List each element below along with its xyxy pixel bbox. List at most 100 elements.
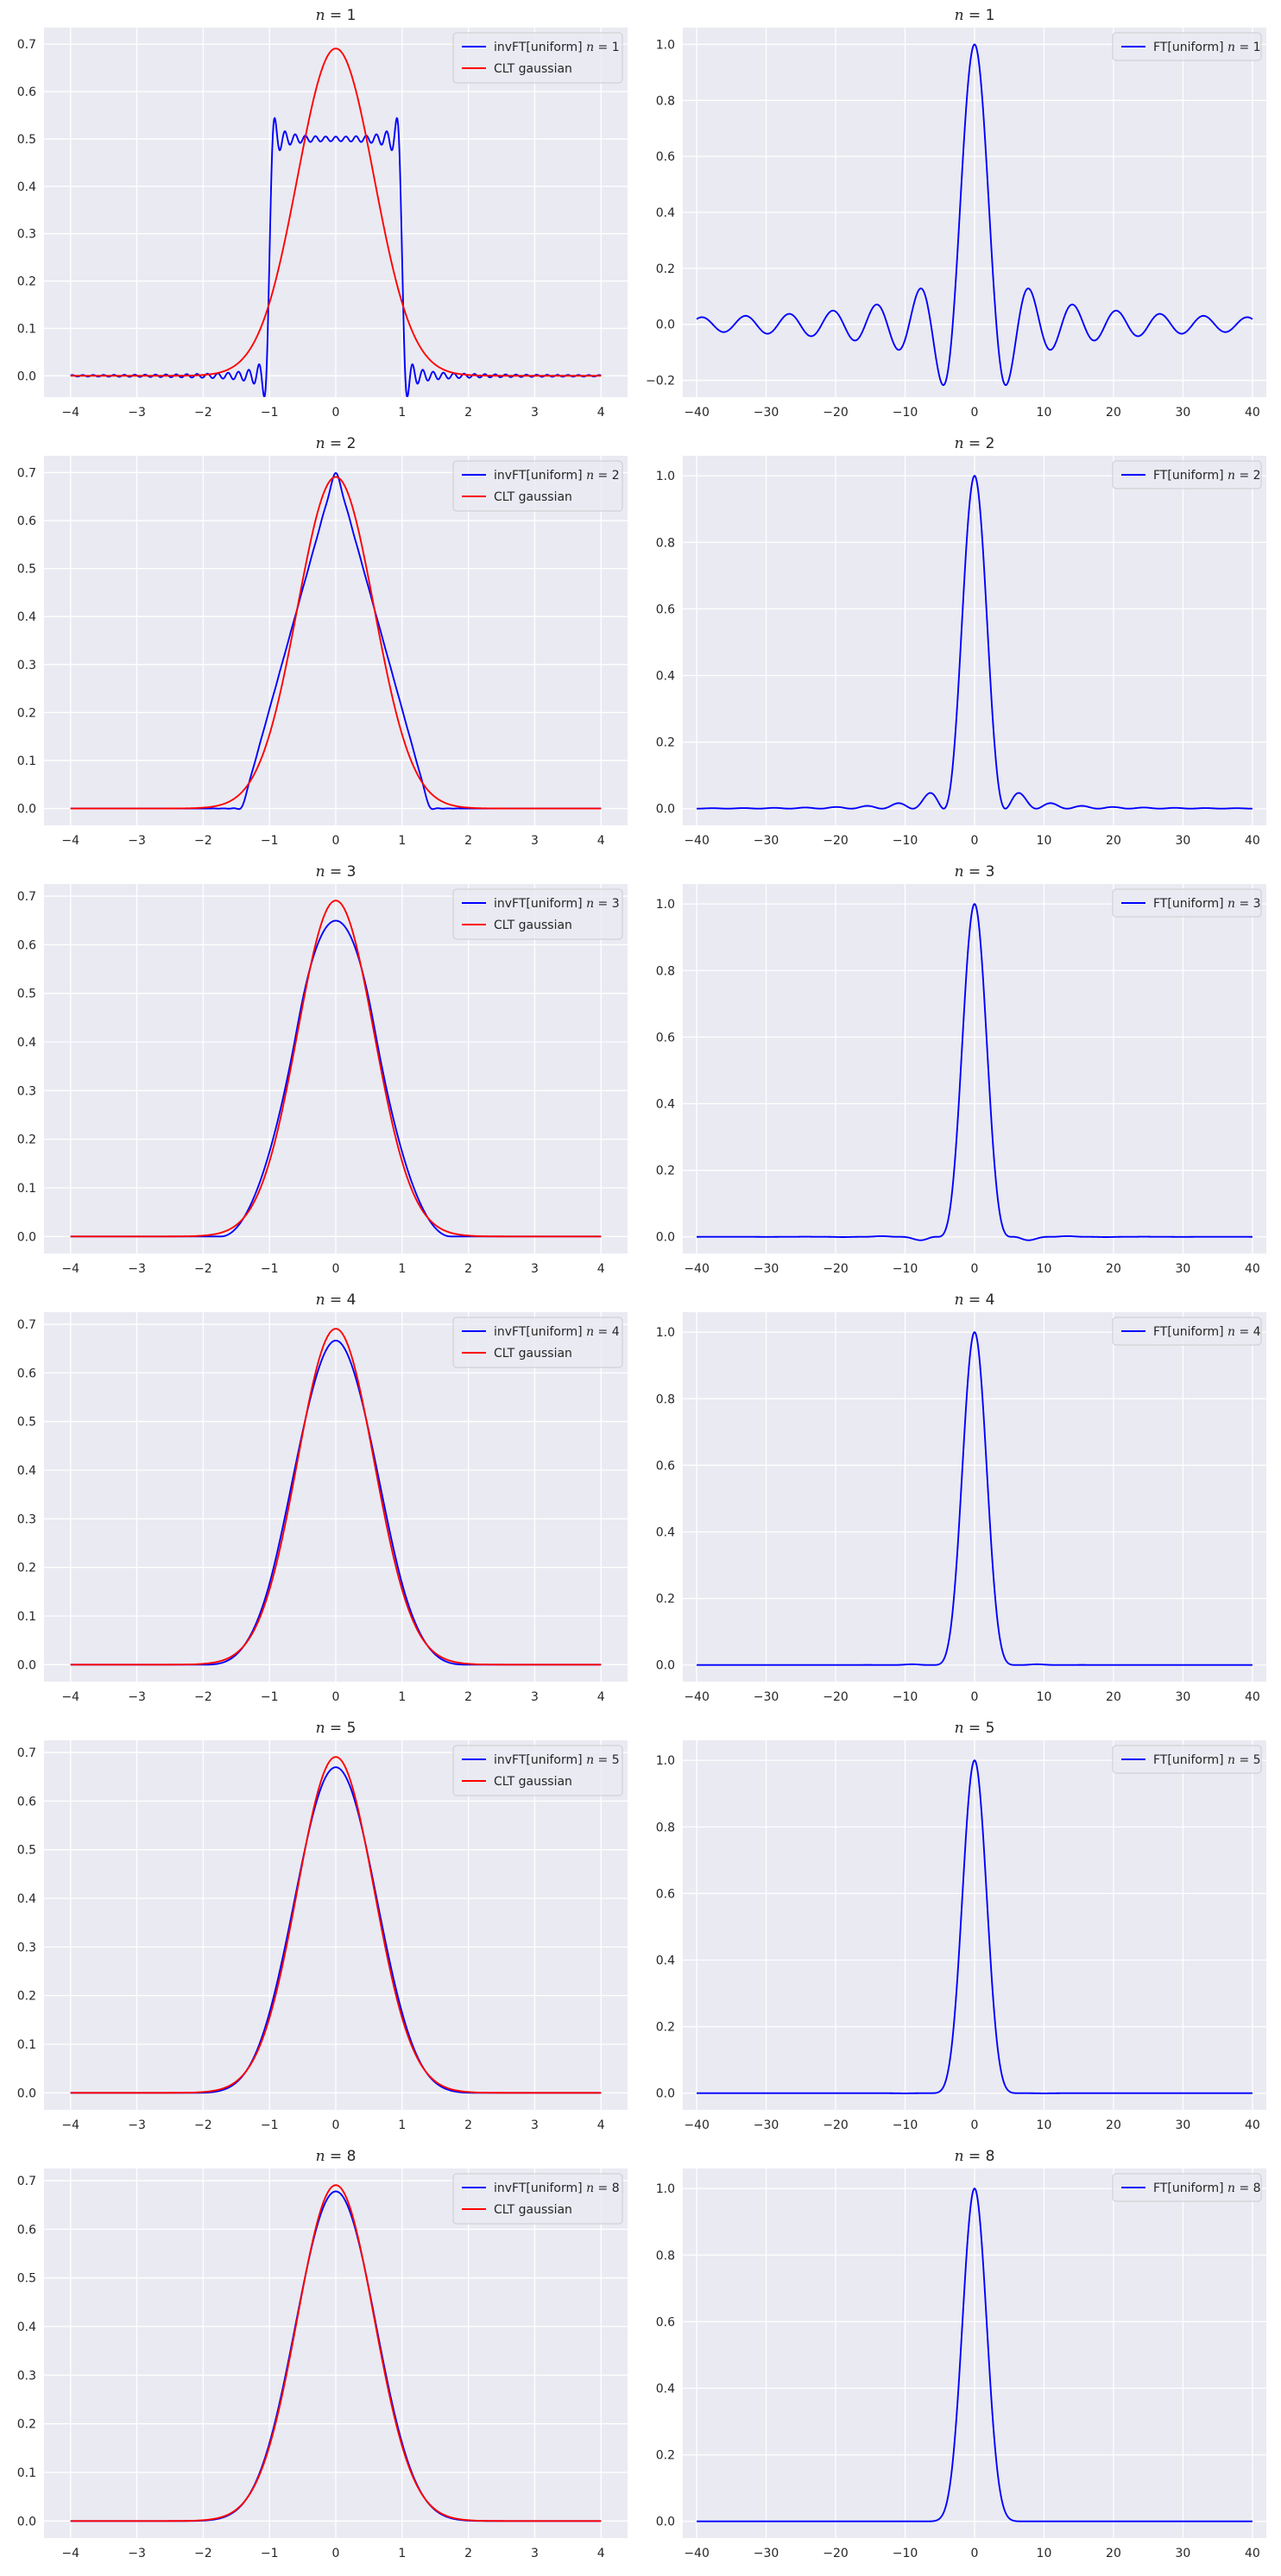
subplot-fourier-n5: −40 −30 −20 −10 0 10 20 30 40 0.0 0.2 0.4 0.6 0.8 1.0 n… — [656, 1720, 1266, 2132]
subplot-density-n2: −4 −3 −2 −1 0 1 2 3 4 0.0 0.1 0.2 0.3 0.4 0.5 0.6 0.7 n =… — [17, 435, 628, 848]
subplot-density-n4: −4 −3 −2 −1 0 1 2 3 4 0.0 0.1 0.2 0.3 0.4 0.5 0.6 0.7 n =… — [17, 1291, 628, 1704]
x-tick-label: 30 — [1176, 2547, 1191, 2560]
y-tick-label: 0.7 — [17, 890, 36, 904]
series-line-ft-uniform — [696, 1331, 1253, 1666]
subplot-title: n = 5 — [316, 1720, 357, 1737]
x-tick-label: 20 — [1106, 406, 1121, 420]
y-tick-label: 0.3 — [17, 228, 36, 242]
subplot-title: n = 8 — [955, 2148, 995, 2165]
subplot-title: n = 4 — [955, 1291, 995, 1309]
series-line-clt-gaussian — [70, 900, 602, 1238]
legend-entry: FT[uniform] n = 4 — [1153, 1325, 1261, 1339]
y-tick-label: 0.2 — [17, 1562, 36, 1575]
x-tick-label: −40 — [684, 1690, 710, 1704]
y-tick-label: 0.4 — [17, 2320, 36, 2334]
y-tick-label: 0.5 — [17, 2272, 36, 2286]
x-tick-label: 40 — [1245, 834, 1260, 848]
x-tick-label: −4 — [61, 834, 79, 848]
legend-entry: FT[uniform] n = 2 — [1153, 469, 1261, 483]
y-tick-label: 0.0 — [656, 2516, 675, 2529]
y-tick-label: 0.6 — [656, 1887, 675, 1901]
subplot-fourier-n1: −40 −30 −20 −10 0 10 20 30 40 −0.2 0.0 0.2 0.4 0.6 0.8… — [646, 7, 1266, 420]
x-tick-label: −20 — [823, 834, 849, 848]
legend: invFT[uniform] n = 4 CLT gaussian — [452, 1316, 623, 1368]
legend-entry: CLT gaussian — [494, 919, 572, 932]
x-tick-label: −1 — [261, 834, 279, 848]
x-tick-label: 20 — [1106, 834, 1121, 848]
x-tick-label: 1 — [398, 1262, 406, 1276]
x-tick-label: −3 — [128, 834, 146, 848]
x-tick-label: 30 — [1176, 1262, 1191, 1276]
y-tick-label: 0.4 — [17, 180, 36, 194]
x-tick-label: 0 — [332, 1690, 340, 1704]
x-tick-label: −10 — [893, 406, 918, 420]
legend-entry: CLT gaussian — [494, 1775, 572, 1789]
x-tick-label: −3 — [128, 2118, 146, 2132]
y-tick-label: 0.4 — [656, 1525, 675, 1539]
y-tick-label: 0.6 — [17, 85, 36, 99]
x-tick-label: −10 — [893, 834, 918, 848]
legend-box — [452, 1316, 623, 1368]
y-tick-label: 0.6 — [17, 938, 36, 952]
x-tick-label: 30 — [1176, 406, 1191, 420]
x-tick-label: −10 — [893, 1690, 918, 1704]
x-tick-label: 30 — [1176, 1690, 1191, 1704]
y-tick-label: 0.0 — [17, 2515, 36, 2529]
x-tick-label: 4 — [597, 406, 605, 420]
y-tick-label: 1.0 — [656, 1754, 675, 1768]
y-tick-label: 0.7 — [17, 1318, 36, 1332]
y-tick-label: 0.5 — [17, 133, 36, 147]
legend: invFT[uniform] n = 8 CLT gaussian — [452, 2173, 623, 2225]
x-tick-label: 0 — [971, 834, 979, 848]
y-tick-label: 0.2 — [17, 706, 36, 720]
x-tick-label: 1 — [398, 2547, 406, 2560]
legend-box — [1112, 888, 1262, 918]
x-tick-label: 10 — [1037, 406, 1052, 420]
x-tick-label: −4 — [61, 1262, 79, 1276]
subplot-title: n = 3 — [955, 863, 995, 881]
x-tick-label: 0 — [971, 2118, 979, 2132]
y-tick-label: 0.6 — [656, 1031, 675, 1045]
series-line-clt-gaussian — [70, 1756, 602, 2094]
subplot-title: n = 3 — [316, 863, 357, 881]
y-tick-label: 0.2 — [656, 1165, 675, 1178]
legend-box — [1112, 1745, 1262, 1774]
y-tick-label: 0.8 — [656, 1821, 675, 1834]
subplot-fourier-n4: −40 −30 −20 −10 0 10 20 30 40 0.0 0.2 0.4 0.6 0.8 1.0 n… — [656, 1291, 1266, 1704]
x-tick-label: −20 — [823, 2547, 849, 2560]
y-tick-label: 0.5 — [17, 563, 36, 577]
legend: FT[uniform] n = 8 — [1112, 2173, 1262, 2202]
x-tick-label: 30 — [1176, 2118, 1191, 2132]
x-tick-label: 2 — [464, 2118, 472, 2132]
x-tick-label: −20 — [823, 1262, 849, 1276]
x-tick-label: 3 — [531, 406, 539, 420]
y-tick-label: 0.6 — [17, 1367, 36, 1380]
subplot-title: n = 5 — [955, 1720, 995, 1737]
legend: invFT[uniform] n = 3 CLT gaussian — [452, 888, 623, 940]
y-tick-label: 0.4 — [656, 206, 675, 220]
x-tick-label: 40 — [1245, 1262, 1260, 1276]
subplot-title: n = 2 — [316, 435, 357, 452]
x-tick-label: 4 — [597, 834, 605, 848]
y-tick-label: 1.0 — [656, 1326, 675, 1340]
series-line-ft-uniform — [696, 475, 1253, 810]
subplot-title: n = 2 — [955, 435, 995, 452]
y-tick-label: 0.6 — [656, 2315, 675, 2329]
y-tick-label: 0.6 — [656, 1459, 675, 1473]
x-tick-label: 3 — [531, 2547, 539, 2560]
x-tick-label: 10 — [1037, 2547, 1052, 2560]
legend-entry: FT[uniform] n = 8 — [1153, 2181, 1261, 2195]
x-tick-label: −10 — [893, 1262, 918, 1276]
subplot-fourier-n2: −40 −30 −20 −10 0 10 20 30 40 0.0 0.2 0.4 0.6 0.8 1.0 n… — [656, 435, 1266, 848]
legend-box — [452, 2173, 623, 2225]
y-tick-label: 0.6 — [17, 2223, 36, 2237]
x-tick-label: 10 — [1037, 834, 1052, 848]
y-tick-label: 0.1 — [17, 322, 36, 336]
legend-entry: CLT gaussian — [494, 490, 572, 504]
subplot-fourier-n3: −40 −30 −20 −10 0 10 20 30 40 0.0 0.2 0.4 0.6 0.8 1.0 n… — [656, 863, 1266, 1276]
y-tick-label: 0.7 — [17, 38, 36, 52]
x-tick-label: −20 — [823, 1690, 849, 1704]
y-tick-label: 0.1 — [17, 1610, 36, 1624]
y-tick-label: 0.6 — [17, 1795, 36, 1809]
legend: FT[uniform] n = 4 — [1112, 1316, 1262, 1346]
